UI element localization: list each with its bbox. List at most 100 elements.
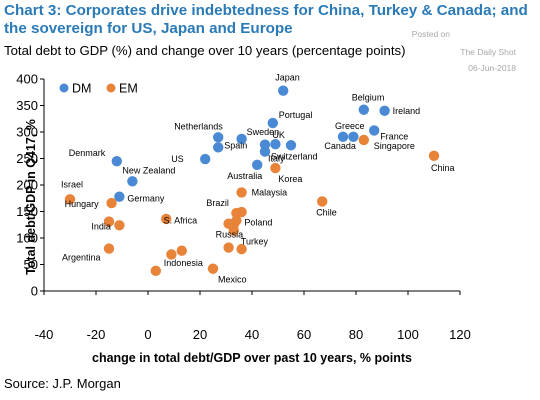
point-dm-uk (270, 138, 281, 150)
y-tick-label: 400 (16, 72, 38, 87)
x-tick-label: 120 (449, 327, 471, 342)
point-label-argentina: Argentina (62, 253, 101, 263)
point-label-switzerland: Switzerland (271, 151, 318, 161)
point-label-portugal: Portugal (279, 110, 313, 120)
point-dm-italy (259, 146, 271, 157)
x-tick-label: 80 (349, 327, 363, 342)
chart-title: Chart 3: Corporates drive indebtedness f… (4, 2, 528, 37)
point-em-malaysia (236, 187, 247, 198)
point-label-turkey: Turkey (241, 237, 269, 247)
point-em (236, 206, 247, 218)
point-dm-germany (114, 191, 125, 202)
point-label-us: US (171, 154, 184, 164)
point-label-korea: Korea (278, 174, 302, 184)
point-dm-netherlands (213, 132, 224, 143)
legend-marker-em (106, 83, 116, 93)
y-tick-label: 50 (24, 257, 38, 272)
point-dm-japan (278, 85, 289, 96)
point-label-indonesia: Indonesia (164, 258, 203, 268)
point-label-singapore: Singapore (374, 141, 415, 151)
x-tick-label: 40 (245, 327, 259, 342)
point-label-india: India (91, 221, 111, 231)
point-em (236, 243, 247, 255)
y-tick-label: 250 (16, 151, 38, 166)
point-label-ireland: Ireland (393, 106, 421, 116)
point-label-spain: Spain (224, 140, 247, 150)
point-label-brazil: Brazil (206, 198, 229, 208)
y-tick-label: 150 (16, 204, 38, 219)
x-tick-label: -20 (87, 327, 106, 342)
point-dm-spain (213, 142, 224, 153)
point-em (166, 249, 177, 260)
point-label-poland: Poland (244, 218, 272, 228)
point-label-belgium: Belgium (352, 93, 385, 103)
point-em (103, 216, 115, 227)
point-em-singapore (358, 134, 369, 146)
point-dm-sweden (236, 133, 247, 145)
point-dm-belgium (358, 104, 369, 115)
point-em (176, 245, 187, 256)
watermark-date: 06-Jun-2018 (468, 63, 516, 73)
watermark-source: The Daily Shot (460, 47, 516, 57)
point-label-sweden: Sweden (247, 127, 280, 137)
point-em-russia (223, 242, 234, 253)
point-em-chile (317, 196, 328, 207)
point-label-malaysia: Malaysia (252, 187, 288, 197)
point-label-russia: Russia (216, 230, 244, 240)
x-tick-label: -40 (35, 327, 54, 342)
watermark-posted: Posted on (411, 29, 450, 39)
y-tick-label: 200 (16, 178, 38, 193)
point-dm-canada (348, 131, 359, 142)
point-em-india (114, 220, 125, 231)
point-label-greece: Greece (335, 121, 365, 131)
point-label-uk: UK (272, 130, 285, 140)
legend-marker-dm (59, 83, 69, 93)
point-label-chile: Chile (316, 207, 337, 217)
point-label-new-zealand: New Zealand (122, 165, 175, 175)
point-label-s-africa: S. Africa (164, 216, 198, 226)
point-label-netherlands: Netherlands (174, 121, 223, 131)
point-em-mexico (207, 263, 219, 274)
point-dm-portugal (267, 117, 278, 129)
point-label-italy: Italy (268, 154, 285, 164)
point-em-argentina (103, 243, 115, 254)
point-em (161, 213, 172, 225)
chart-subtitle: Total debt to GDP (%) and change over 10… (4, 43, 406, 58)
axes: -40 -20 0 20 40 60 80 100 120 0 50 100 150 200 250 300 3… (16, 72, 471, 366)
point-label-mexico: Mexico (218, 275, 247, 285)
x-tick-label: 0 (144, 327, 151, 342)
point-label-france: France (380, 131, 408, 141)
point-dm-france (369, 125, 380, 136)
point-labels: Japan Belgium Ireland Portugal Netherlands Sw… (61, 73, 455, 285)
point-dm-greece (337, 131, 349, 142)
point-label-israel: Israel (61, 179, 83, 189)
x-tick-label: 100 (397, 327, 419, 342)
point-label-china: China (431, 163, 455, 173)
y-axis-label: Total debt/GDP in Q417, % (24, 119, 38, 275)
point-dm-new-zealand (127, 176, 138, 187)
point-dm-ireland (379, 105, 390, 117)
legend-label-em: EM (119, 82, 138, 96)
point-em-hungary (106, 197, 117, 209)
legend-label-dm: DM (72, 82, 91, 96)
y-tick-label: 350 (16, 98, 38, 113)
point-em-indonesia (150, 265, 161, 277)
point-dm-us (200, 153, 211, 165)
point-em-korea (270, 162, 281, 174)
x-axis-label: change in total debt/GDP over past 10 ye… (92, 351, 412, 365)
point-label-hungary: Hungary (65, 199, 100, 209)
point-label-canada: Canada (324, 141, 356, 151)
point-dm-denmark (111, 155, 123, 167)
y-tick-label: 300 (16, 125, 38, 140)
point-label-denmark: Denmark (69, 148, 106, 158)
y-tick-label: 0 (31, 284, 38, 299)
point-dm-switzerland (285, 140, 297, 151)
point-label-japan: Japan (275, 73, 300, 83)
point-em-israel (64, 194, 76, 205)
point-em-china (428, 150, 440, 162)
source-note: Source: J.P. Morgan (4, 376, 121, 391)
point-label-germany: Germany (127, 194, 165, 204)
legend: DM EM (59, 82, 138, 96)
